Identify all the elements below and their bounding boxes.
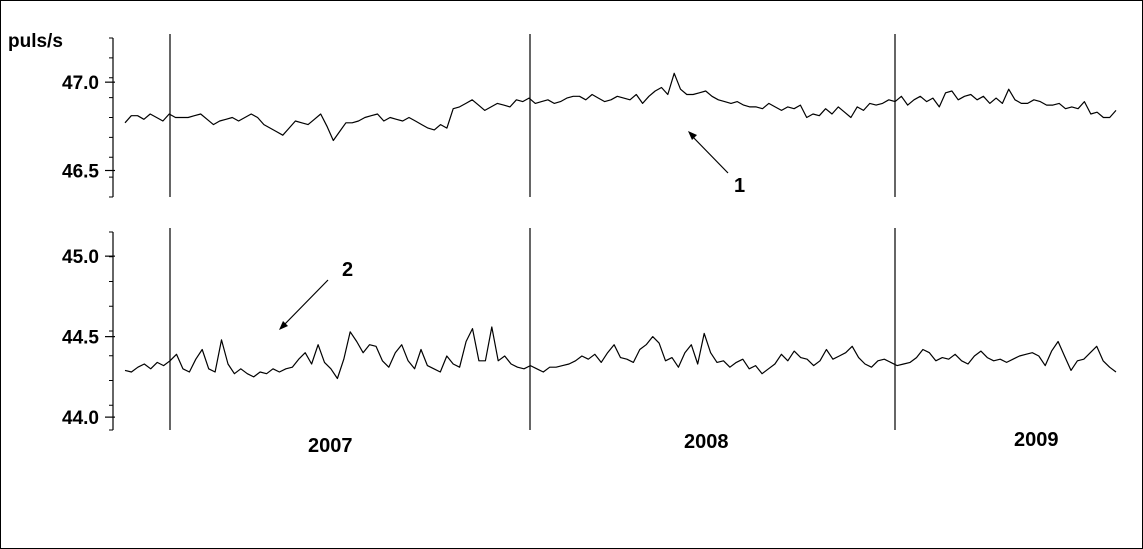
annotation-2: 2	[279, 259, 353, 330]
series-line-2	[124, 326, 1117, 380]
series-line-1	[124, 72, 1117, 142]
annotation-2-arrow	[281, 279, 329, 328]
y-tick-label: 44.0	[62, 408, 99, 429]
annotation-1-arrowhead	[688, 131, 697, 140]
panel-1: 46.5 47.0	[62, 34, 1117, 198]
year-label-2008: 2008	[684, 431, 729, 453]
y-tick-label: 45.0	[62, 247, 99, 268]
y-axis-label: puls/s	[8, 31, 63, 52]
year-label-2007: 2007	[308, 435, 353, 457]
y-tick-label: 44.5	[62, 328, 99, 349]
annotation-1: 1	[688, 131, 745, 197]
annotation-2-arrowhead	[279, 321, 288, 330]
annotation-1-label: 1	[734, 175, 745, 197]
panel-2: 44.0 44.5 45.0	[62, 228, 1117, 431]
annotation-1-arrow	[689, 133, 729, 174]
annotation-2-label: 2	[342, 259, 353, 281]
y-tick-label: 46.5	[62, 162, 99, 183]
y-tick-label: 47.0	[62, 73, 99, 94]
year-label-2009: 2009	[1014, 429, 1059, 451]
